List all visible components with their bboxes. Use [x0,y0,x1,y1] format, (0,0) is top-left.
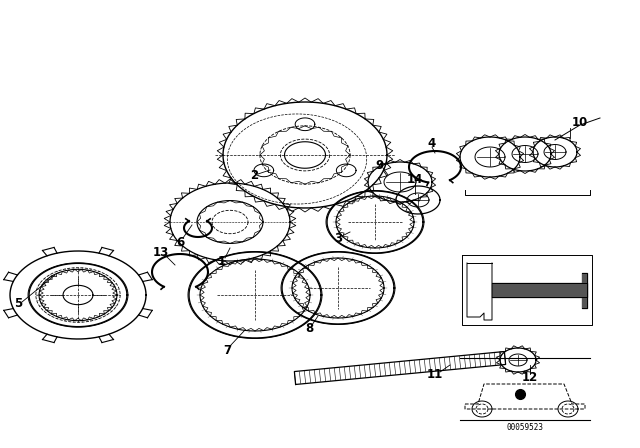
Text: 13: 13 [153,246,169,258]
Text: 9: 9 [376,159,384,172]
Text: 7: 7 [223,344,231,357]
Text: 14: 14 [407,172,423,185]
Text: 11: 11 [427,367,443,380]
Text: 1: 1 [218,254,226,267]
Text: 12: 12 [522,370,538,383]
Text: 10: 10 [572,116,588,129]
Text: 2: 2 [250,168,258,181]
Text: 4: 4 [428,137,436,150]
Text: 8: 8 [305,322,313,335]
Text: 5: 5 [14,297,22,310]
Text: 00059523: 00059523 [506,423,543,432]
Text: 6: 6 [176,236,184,249]
Text: 3: 3 [334,232,342,245]
